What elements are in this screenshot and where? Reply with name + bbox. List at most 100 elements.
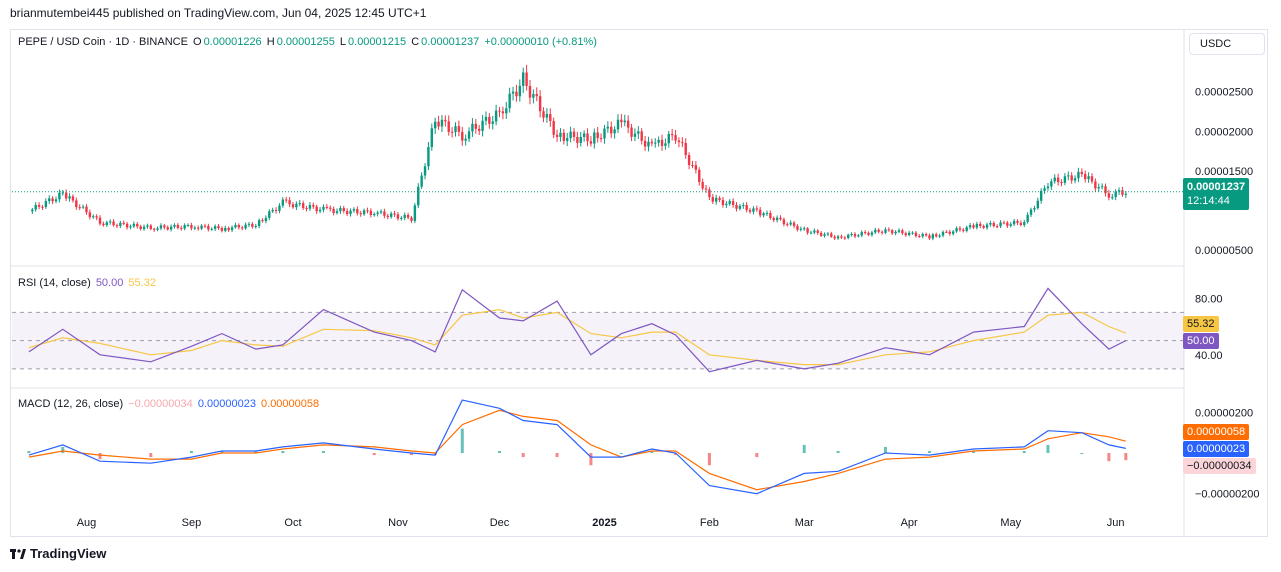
candle-body [989,223,992,225]
tradingview-brand: TradingView [30,546,107,561]
candle-body [918,236,921,238]
candle-body [877,229,880,232]
candle-body [616,119,620,130]
candle-body [850,234,853,236]
tradingview-logo-icon [10,548,26,559]
candle-body [555,134,559,137]
candle-body [840,236,843,238]
candle-body [691,164,694,166]
candle-body [630,127,633,137]
candle-body [420,175,423,187]
candle-body [1050,181,1053,187]
candle-body [511,91,515,94]
candle-body [230,227,234,231]
candle-body [1012,220,1016,225]
candle-body [288,200,291,205]
candle-body [941,231,945,236]
candle-body [115,225,119,227]
candle-body [599,138,603,140]
candle-body [884,229,887,233]
symbol-label[interactable]: PEPE / USD Coin · 1D · BINANCE [18,36,188,48]
candle-body [867,232,870,235]
candle-body [803,228,806,230]
candle-body [823,234,826,236]
candle-body [921,234,924,237]
candle-body [207,225,210,230]
candle-body [725,203,728,206]
rsi-ma-line [28,308,1127,366]
candle-body [535,94,538,97]
candle-body [352,209,356,211]
candle-body [687,155,691,165]
candle-body [870,232,874,235]
candle-body [796,225,799,230]
macd-histogram-bar [555,453,559,458]
candle-body [775,217,779,221]
candle-body [965,227,968,231]
candle-body [752,208,755,212]
candle-body [674,135,677,141]
candle-body [417,186,420,206]
candle-body [298,203,301,205]
candle-body [623,120,626,123]
macd-line-tag: 0.00000023 [1183,441,1250,457]
time-axis-label: May [1000,517,1021,529]
candle-body [853,234,857,237]
candle-body [826,233,830,235]
macd-histogram-bar [927,451,931,454]
candle-body [251,223,254,227]
candle-body [362,210,366,215]
macd-histogram-bar [254,451,258,454]
candle-body [467,131,471,139]
candle-body [88,212,92,218]
candle-body [586,133,589,142]
candle-body [891,230,894,234]
candle-body [423,166,427,176]
candle-body [139,226,142,230]
candle-body [528,86,532,98]
candle-body [136,223,139,227]
candle-body [1087,176,1090,180]
candle-body [61,192,64,194]
candle-body [186,225,190,227]
candle-body [295,203,298,208]
candle-body [958,228,962,230]
candle-body [1124,193,1128,195]
candle-body [995,226,999,228]
macd-histogram-bar [498,451,502,454]
candle-body [572,131,576,137]
candle-body [1090,176,1094,182]
rsi-tick-label: 80.00 [1195,293,1223,305]
rsi-legend: RSI (14, close) 50.00 55.32 [18,277,158,289]
macd-histogram-bar [220,451,224,454]
candle-body [291,204,295,208]
candle-body [684,142,687,156]
candle-body [738,205,742,209]
macd-label[interactable]: MACD (12, 26, close) [18,398,124,410]
tradingview-logo[interactable]: TradingView [10,546,106,561]
candle-body [613,129,616,134]
candle-body [129,226,132,228]
open-label: O [193,36,202,48]
candle-body [833,236,836,239]
candle-body [938,235,941,237]
macd-line-value: 0.00000023 [197,398,256,410]
currency-selector-button[interactable]: USDC [1189,33,1265,55]
rsi-ma-value: 55.32 [128,277,156,289]
candle-body [217,226,220,229]
candle-body [176,224,180,228]
rsi-value: 50.00 [95,277,124,289]
candle-body [210,228,213,230]
candle-body [389,213,393,217]
candle-body [268,211,271,218]
rsi-label[interactable]: RSI (14, close) [18,277,91,289]
candle-body [329,207,332,209]
candle-body [105,222,108,226]
time-axis-label: Aug [77,517,97,529]
candle-body [735,205,738,209]
candle-body [1067,175,1070,177]
candle-body [911,232,914,234]
price-tick-label: 0.00000500 [1195,245,1253,257]
candle-body [742,205,745,207]
